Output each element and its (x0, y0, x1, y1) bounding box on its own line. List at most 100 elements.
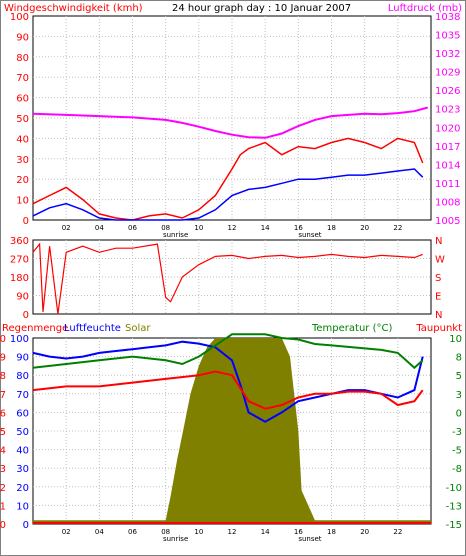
panel1-left-label: Windgeschwindigkeit (kmh) (4, 3, 143, 14)
series-taupunkt (32, 370, 424, 410)
panel3-humidity-tick: 100 (10, 334, 29, 345)
panel3-x-label: 14 (261, 528, 270, 536)
panel2-left-ticks: 0 90 180 270 360 (10, 236, 29, 321)
panel1-right-ticks: 1005 1008 1011 1014 1017 1020 1023 1026 1029 1032… (435, 12, 460, 227)
panel2-right-tick: W (435, 255, 445, 266)
panel1-left-tick: 50 (16, 114, 29, 125)
panel3-x-ticks: 02 04 06 08 10 12 14 16 18 20 22 sunrise sunset (62, 528, 403, 543)
panel3-right-ticks: -15 -13 -10 -8 -5 -3 0 3 5 8 10 (446, 334, 462, 531)
panel1-x-label: 16 (294, 224, 303, 232)
panel3-dew-label: Taupunkt (415, 323, 462, 334)
panel1-x-label: 14 (261, 224, 270, 232)
panel3-x-label: 04 (95, 528, 104, 536)
panel3-humidity-tick: 80 (16, 371, 29, 382)
series-luftdruck (32, 106, 428, 139)
panel1-x-ticks: 02 04 06 08 10 12 14 16 18 20 22 sunrise sunset (62, 224, 403, 239)
panel3-temp-tick: -10 (446, 483, 462, 494)
series-windgeschwindigkeit (32, 137, 424, 221)
panel3-rain-tick: 3 (0, 464, 6, 475)
panel1-left-tick: 30 (16, 155, 29, 166)
panel1-x-label: 20 (360, 224, 369, 232)
panel1-left-tick: 70 (16, 73, 29, 84)
panel3-temp-tick: -13 (446, 501, 462, 512)
panel1-x-marker-sunset: sunset (298, 231, 321, 239)
panel3-x-marker-sunset: sunset (298, 535, 321, 543)
panel3-humidity-tick: 90 (16, 353, 29, 364)
panel3-rain-label: Regenmenge (2, 323, 68, 334)
panel1-grid (33, 16, 431, 220)
panel1-left-tick: 80 (16, 53, 29, 64)
panel1-right-tick: 1011 (435, 179, 460, 190)
panel3-humidity-tick: 70 (16, 390, 29, 401)
panel1-right-tick: 1029 (435, 68, 460, 79)
panel1-lines (32, 106, 428, 221)
panel3-solar-label: Solar (125, 323, 151, 334)
panel3-rain-tick: 4 (0, 446, 6, 457)
panel1-left-tick: 40 (16, 134, 29, 145)
panel3-x-label: 16 (294, 528, 303, 536)
panel3-rain-tick: 6 (0, 408, 6, 419)
panel3-humidity-label: Luftfeuchte (64, 323, 121, 334)
panel3-humidity-tick: 0 (23, 520, 29, 531)
series-temperatur (32, 333, 424, 370)
panel3-rain-tick: 5 (0, 427, 6, 438)
panel3-x-label: 22 (393, 528, 402, 536)
panel3-x-label: 20 (360, 528, 369, 536)
panel2-right-tick: N (435, 310, 442, 321)
panel1-right-tick: 1038 (435, 12, 460, 23)
panel1-x-label: 02 (62, 224, 71, 232)
panel1-right-tick: 1017 (435, 142, 460, 153)
panel1-x-label: 04 (95, 224, 104, 232)
panel3-temp-tick: 3 (456, 390, 462, 401)
panel2-lines (32, 242, 423, 315)
panel3-temp-tick: 10 (449, 334, 462, 345)
panel3-x-label: 02 (62, 528, 71, 536)
panel3-x-label: 06 (128, 528, 137, 536)
panel3-rain-tick: 9 (0, 353, 6, 364)
panel3-temp-tick: -8 (452, 464, 462, 475)
panel1-right-tick: 1032 (435, 49, 460, 60)
panel3-temp-tick: -5 (452, 446, 462, 457)
panel1-left-tick: 90 (16, 32, 29, 43)
panel3-rain-tick: 7 (0, 390, 6, 401)
panel1-x-label: 18 (327, 224, 336, 232)
panel1-x-label: 06 (128, 224, 137, 232)
panel1-right-tick: 1008 (435, 197, 460, 208)
panel3-rain-tick: 2 (0, 483, 6, 494)
panel2-left-tick: 360 (10, 236, 29, 247)
panel1-x-label: 08 (161, 224, 170, 232)
panel3-x-label: 18 (327, 528, 336, 536)
panel2-right-tick: N (435, 236, 442, 247)
panel1-left-tick: 20 (16, 175, 29, 186)
panel2-grid (33, 240, 431, 314)
series-luftfeuchte (32, 340, 424, 423)
panel1-right-tick: 1035 (435, 31, 460, 42)
panel1-left-tick: 60 (16, 94, 29, 105)
panel2-right-tick: S (435, 273, 441, 284)
panel1-right-tick: 1014 (435, 160, 460, 171)
series-böen (32, 168, 424, 221)
panel1-x-label: 22 (393, 224, 402, 232)
panel3-left-ticks: 0 0 1 10 2 20 3 30 4 40 5 50 6 60 7 70 8 80 9 90 10 100 (0, 334, 29, 531)
panel1-x-label: 12 (228, 224, 237, 232)
panel1-left-tick: 10 (16, 196, 29, 207)
panel3-lines (32, 333, 431, 524)
panel3-humidity-tick: 40 (16, 446, 29, 457)
panel3-temp-tick: 5 (456, 371, 462, 382)
panel3-humidity-tick: 20 (16, 483, 29, 494)
series-windrichtung (32, 242, 423, 315)
panel3-temp-tick: 8 (456, 353, 462, 364)
panel2-left-tick: 180 (10, 273, 29, 284)
panel1-x-label: 10 (194, 224, 203, 232)
panel3-x-label: 08 (161, 528, 170, 536)
panel1-left-tick: 0 (23, 216, 29, 227)
panel3-rain-tick: 0 (0, 520, 6, 531)
panel3-rain-tick: 8 (0, 371, 6, 382)
series-solar-area (33, 338, 431, 524)
panel3-humidity-tick: 60 (16, 408, 29, 419)
panel3-x-label: 10 (194, 528, 203, 536)
panel3-temp-tick: -3 (452, 427, 462, 438)
panel3-temp-tick: 0 (456, 408, 462, 419)
